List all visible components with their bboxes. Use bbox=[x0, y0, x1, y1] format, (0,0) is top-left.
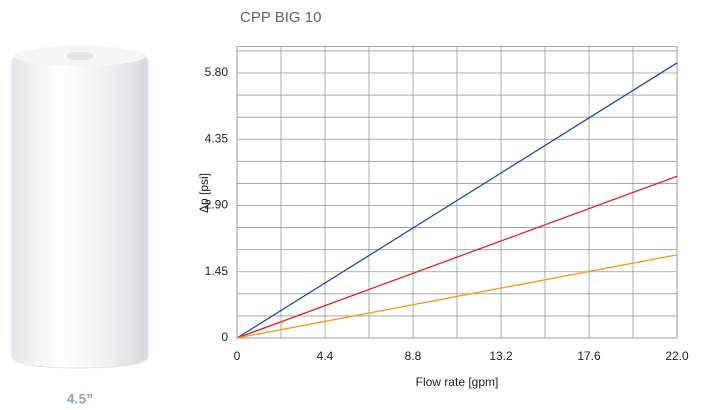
size-label: 4.5” bbox=[67, 391, 93, 407]
plot-frame bbox=[236, 46, 678, 339]
y-tick-label: 0 bbox=[221, 330, 228, 344]
y-tick-label: 2.90 bbox=[205, 198, 229, 212]
y-tick-label: 1.45 bbox=[205, 264, 229, 278]
x-tick-label: 22.0 bbox=[665, 349, 689, 363]
x-axis-label: Flow rate [gpm] bbox=[416, 375, 499, 389]
chart-title: CPP BIG 10 bbox=[240, 9, 321, 26]
x-tick-label: 13.2 bbox=[489, 349, 513, 363]
x-tick-label: 8.8 bbox=[405, 349, 422, 363]
y-tick-label: 5.80 bbox=[205, 65, 229, 79]
x-tick-label: 17.6 bbox=[577, 349, 601, 363]
series-line bbox=[236, 254, 678, 339]
series-line bbox=[236, 62, 678, 339]
y-tick-label: 4.35 bbox=[205, 131, 229, 145]
filter-cartridge bbox=[11, 45, 149, 369]
x-tick-label: 0 bbox=[234, 349, 241, 363]
x-tick-label: 4.4 bbox=[317, 349, 334, 363]
y-axis-label: Δp [psi] bbox=[197, 173, 211, 213]
series-line bbox=[236, 175, 678, 339]
